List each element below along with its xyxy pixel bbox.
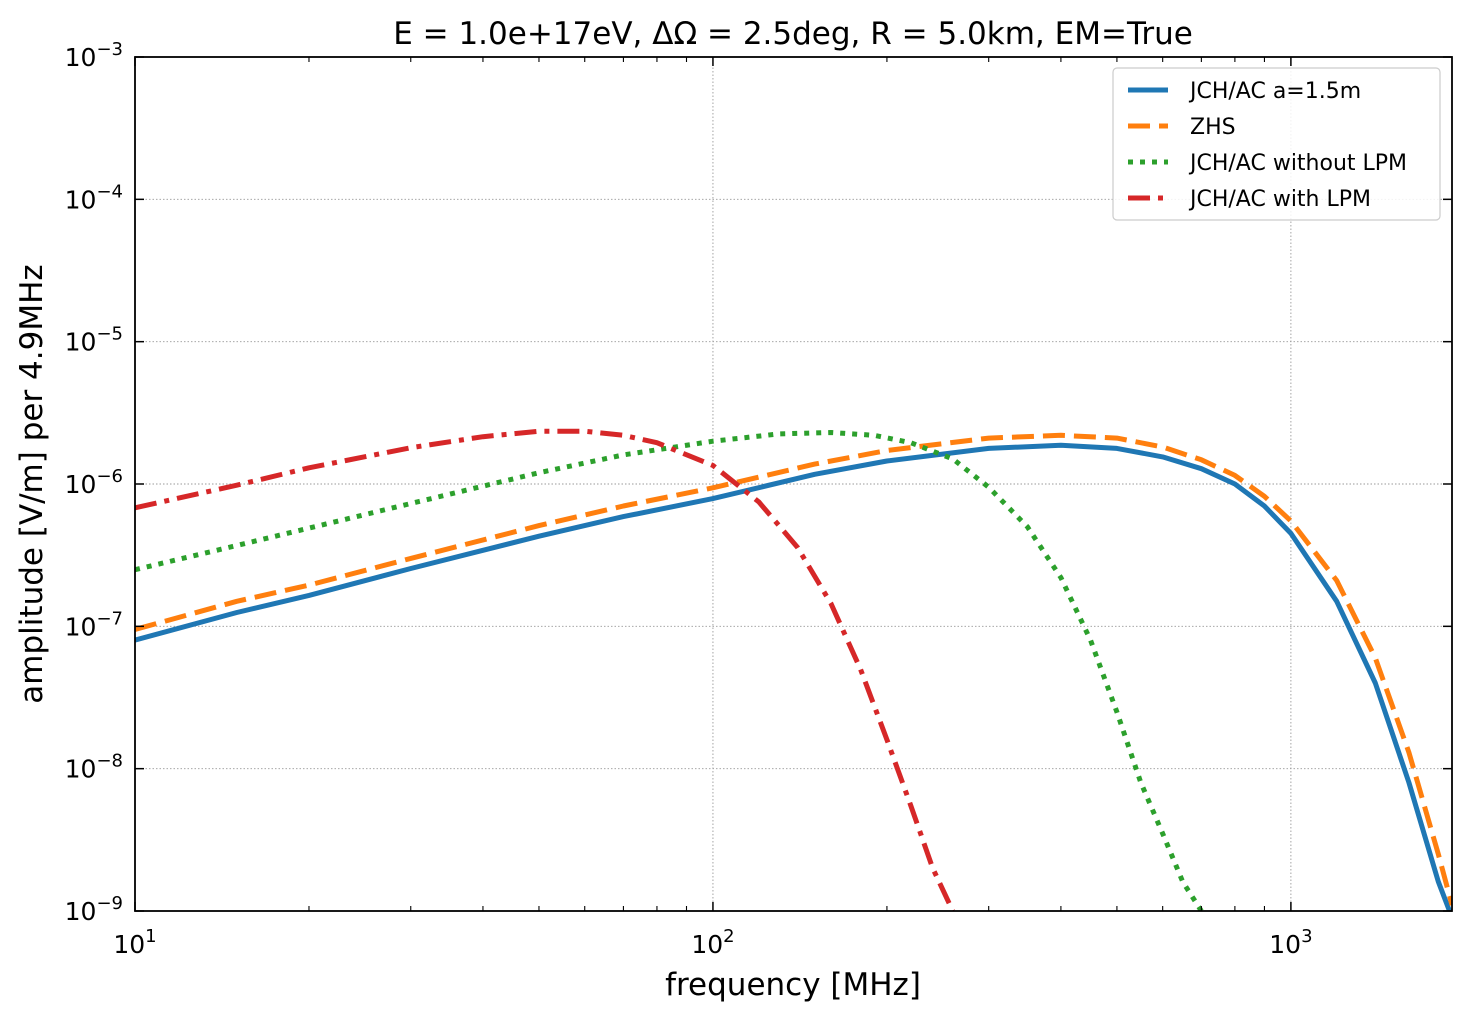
series-line-2: [135, 432, 1452, 906]
x-tick-label: 102: [691, 926, 734, 959]
y-axis-label: amplitude [V/m] per 4.9MHz: [14, 264, 50, 703]
x-axis-label: frequency [MHz]: [665, 967, 921, 1003]
y-tick-labels: 10−3 10−4 10−5 10−6 10−7 10−8 10−9: [65, 39, 123, 926]
y-tick-label: 10−8: [65, 751, 123, 784]
x-tick-label: 103: [1269, 926, 1312, 959]
legend-entries: JCH/AC a=1.5m ZHS JCH/AC without LPM JCH/AC…: [1128, 79, 1407, 212]
series-line-4: [135, 428, 956, 911]
legend-label-4: JCH/AC with LPM: [1188, 187, 1371, 212]
legend-box: [1112, 67, 1441, 221]
x-tick-label: 101: [113, 926, 156, 959]
series-lines: [135, 428, 1452, 911]
y-tick-label: 10−5: [65, 324, 123, 357]
legend-label-1: JCH/AC a=1.5m: [1188, 79, 1361, 104]
legend-label-3: JCH/AC without LPM: [1188, 151, 1407, 176]
chart-title: E = 1.0e+17eV, ΔΩ = 2.5deg, R = 5.0km, E…: [393, 16, 1193, 52]
legend: JCH/AC a=1.5m ZHS JCH/AC without LPM JCH/AC…: [1112, 67, 1441, 221]
series-line-3: [135, 430, 1204, 911]
x-tick-labels: 101 102 103: [113, 926, 1312, 959]
plot-frame: [134, 56, 1453, 912]
y-tick-label: 10−7: [65, 608, 123, 641]
y-tick-label: 10−9: [65, 893, 123, 926]
legend-label-2: ZHS: [1190, 115, 1236, 140]
y-tick-label: 10−6: [65, 466, 123, 499]
series-line-1: [135, 442, 1452, 911]
grid-lines: [135, 57, 1452, 911]
y-tick-label: 10−3: [65, 39, 123, 72]
y-tick-label: 10−4: [65, 181, 123, 214]
